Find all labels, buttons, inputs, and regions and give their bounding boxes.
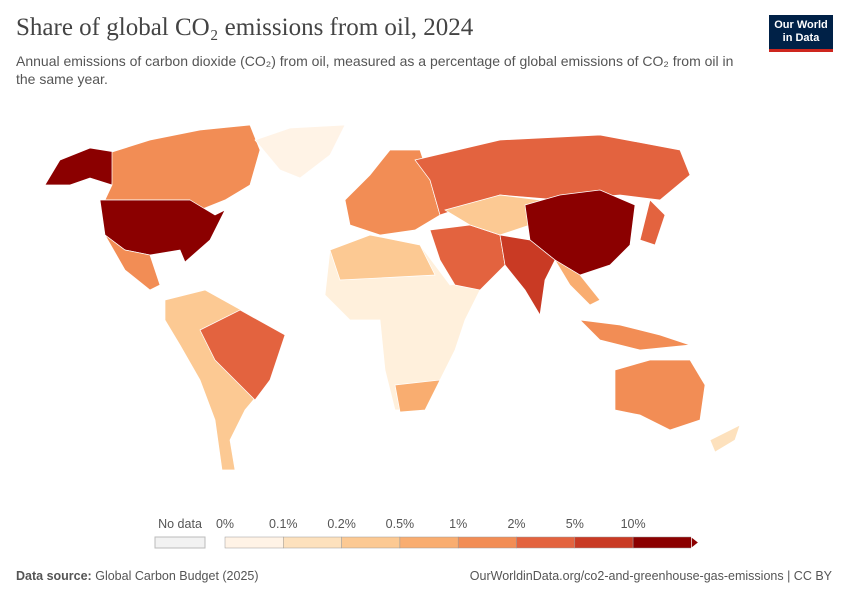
logo[interactable]: Our World in Data [769,15,833,52]
legend-swatch [341,536,401,549]
legend-label: 1% [449,517,467,531]
legend-swatch [516,536,576,549]
region[interactable] [104,234,161,291]
legend-swatch [457,536,517,549]
legend-label: 0.2% [327,517,356,531]
logo-line: in Data [782,32,820,44]
source-text: Global Carbon Budget (2025) [95,569,259,583]
legend-swatch [632,536,692,549]
legend-label: 5% [566,517,584,531]
legend-label: 10% [621,517,646,531]
region[interactable] [554,259,601,306]
countries [44,124,741,471]
region[interactable] [499,234,556,317]
region[interactable] [44,147,116,186]
legend-swatch [224,536,284,549]
url[interactable]: OurWorldinData.org/co2-and-greenhouse-ga… [469,569,832,583]
region[interactable] [579,319,691,351]
legend-swatch [399,536,459,549]
source-label: Data source: [16,569,92,583]
region[interactable] [199,309,286,401]
region[interactable] [394,379,441,413]
logo-line: Our World [774,19,828,31]
source: Data source: Global Carbon Budget (2025) [16,569,259,583]
region[interactable] [414,134,691,216]
region[interactable] [639,199,666,246]
legend-swatch [574,536,634,549]
no-data-label: No data [158,517,202,531]
region[interactable] [709,424,741,453]
legend-label: 0.5% [386,517,415,531]
legend-label: 2% [507,517,525,531]
legend-swatch [283,536,342,549]
region[interactable] [614,359,706,431]
no-data-swatch [154,536,206,549]
subtitle: Annual emissions of carbon dioxide (CO₂)… [16,53,734,87]
region[interactable] [329,234,436,281]
legend-arrow [691,536,699,549]
region[interactable] [104,124,261,211]
legend-label: 0.1% [269,517,298,531]
legend-label: 0% [216,517,234,531]
title: Share of global CO₂ emissions from oil, … [16,14,474,41]
region[interactable] [254,124,346,179]
legend: 0% 0.1% 0.2% 0.5% 1% 2% 5% 10% [216,517,699,549]
